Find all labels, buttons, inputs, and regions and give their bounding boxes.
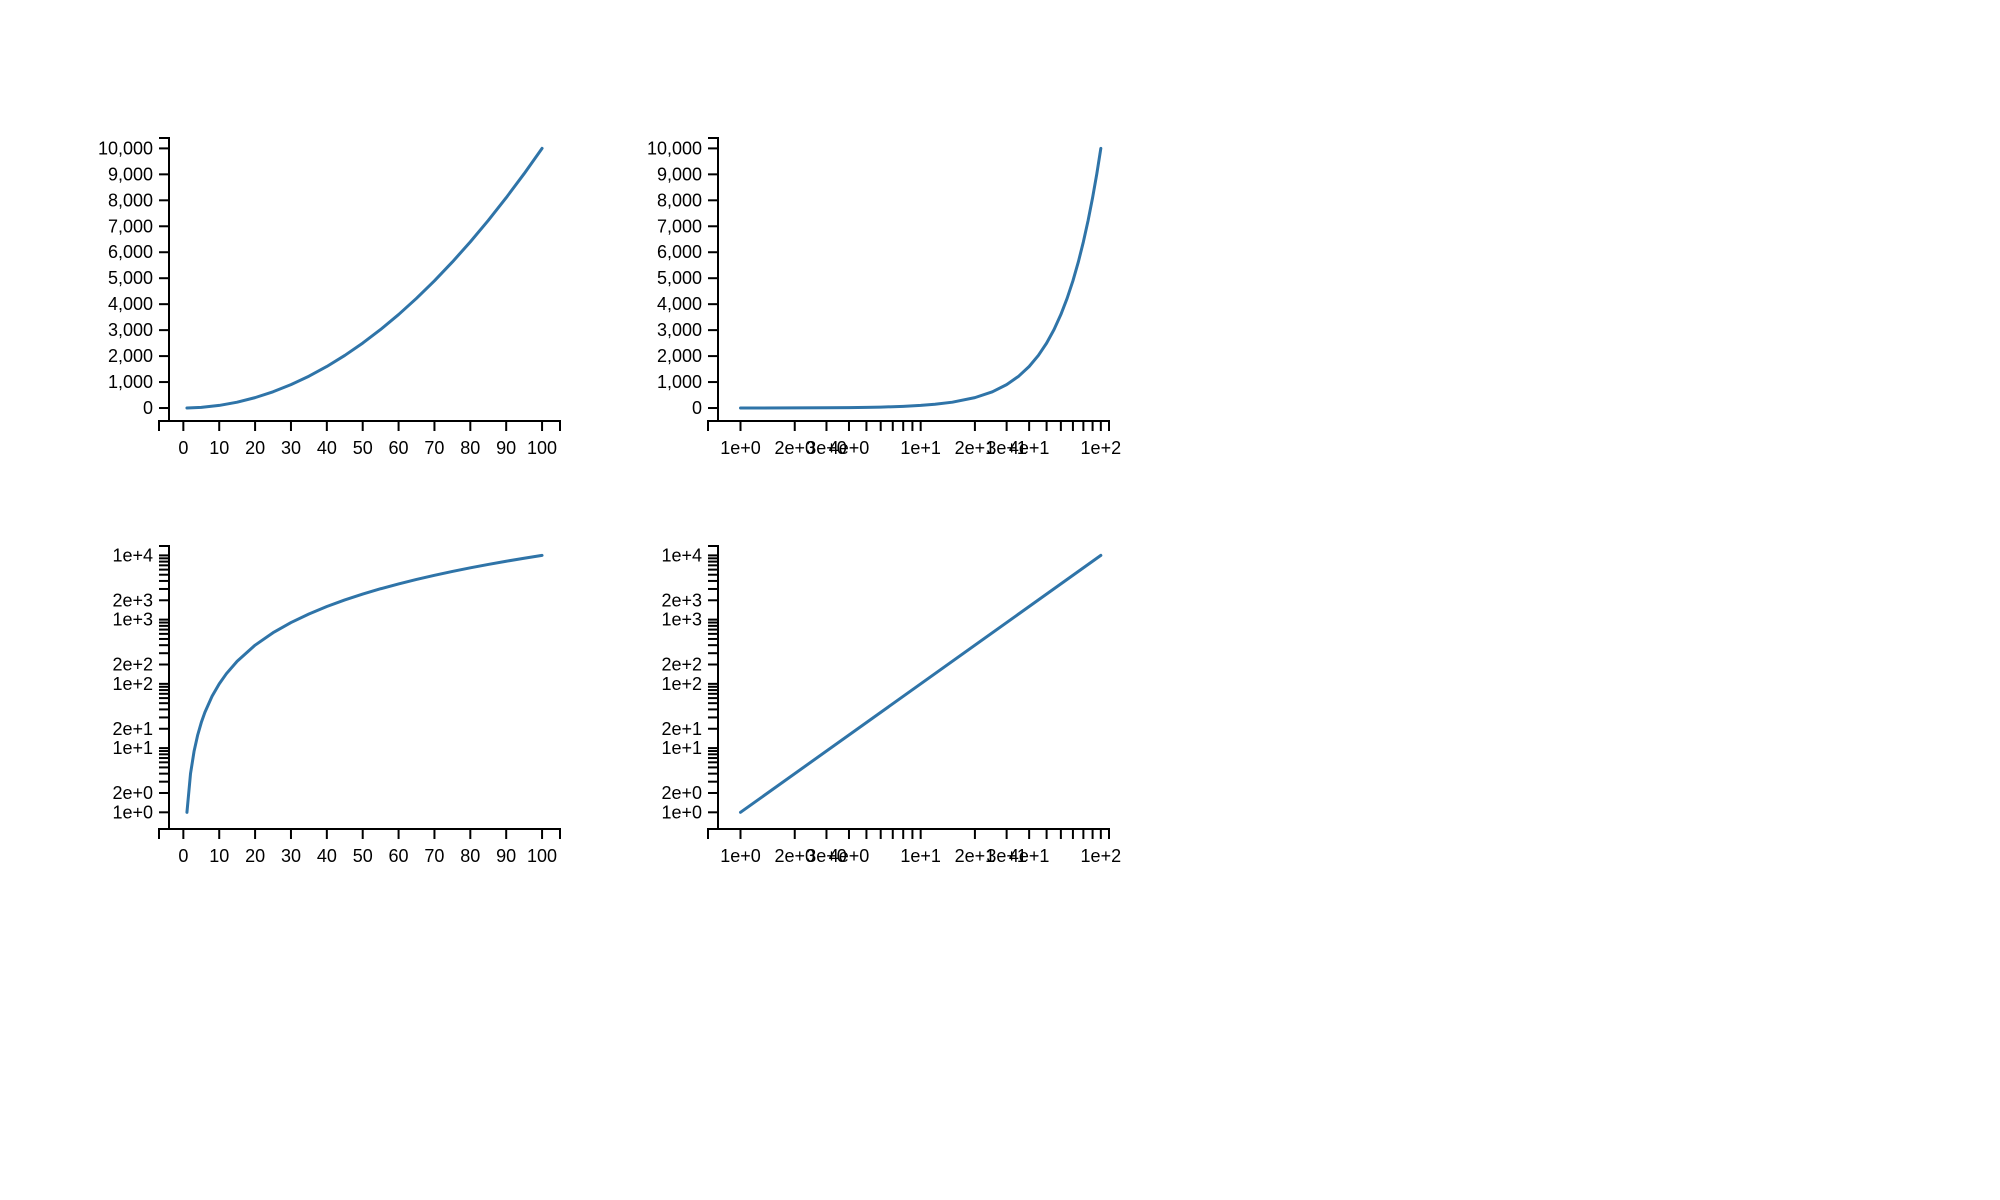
chart-2-y-tick-label: 6,000	[657, 242, 702, 262]
chart-1-y-tick-label: 7,000	[108, 216, 153, 236]
chart-1-y-tick-label: 5,000	[108, 268, 153, 288]
chart-4-y-tick-label: 1e+1	[661, 738, 702, 758]
chart-2-y-tick-label: 5,000	[657, 268, 702, 288]
chart-1-x-tick-label: 60	[389, 438, 409, 458]
chart-4-x-tick-label: 3e+1	[986, 846, 1027, 866]
chart-1-x-tick-label: 40	[317, 438, 337, 458]
chart-1-y-tick-label: 2,000	[108, 346, 153, 366]
chart-2-y-tick-label: 9,000	[657, 164, 702, 184]
chart-4-x-tick-label: 3e+0	[806, 846, 847, 866]
chart-1-y-tick-label: 9,000	[108, 164, 153, 184]
chart-4-y-tick-label: 2e+2	[661, 655, 702, 675]
chart-2-x-tick-label: 4e+0	[829, 438, 870, 458]
chart-linear-x-log-y: 0 10 20 30 40 50 60 70 80 90 100 1e+02e+0 1e+12e+1 1e…	[112, 545, 561, 866]
chart-1-y-tick-label: 8,000	[108, 190, 153, 210]
chart-3-x-tick-label: 50	[353, 846, 373, 866]
chart-1-y-tick-label: 6,000	[108, 242, 153, 262]
chart-4-y-tick-label: 1e+0	[661, 802, 702, 822]
chart-3-x-tick-label: 100	[527, 846, 557, 866]
chart-3-x-axis-line	[158, 828, 561, 839]
chart-1-x-tick-label: 70	[424, 438, 444, 458]
chart-1-x-tick-label: 90	[496, 438, 516, 458]
chart-4-x-tick-label: 4e+0	[829, 846, 870, 866]
chart-3-x-tick-label: 80	[460, 846, 480, 866]
chart-3-x-tick-label: 0	[178, 846, 188, 866]
chart-1-y-tick-label: 1,000	[108, 372, 153, 392]
chart-4-x-tick-label: 2e+1	[955, 846, 996, 866]
chart-2-y-tick-label: 10,000	[647, 138, 702, 158]
chart-4-y-tick-label: 2e+1	[661, 719, 702, 739]
chart-3-y-tick-label: 2e+2	[112, 655, 153, 675]
chart-3-series-line-1	[185, 553, 544, 814]
chart-2-y-tick-label: 0	[692, 398, 702, 418]
chart-log-log: 1e+0 2e+03e+04e+0 1e+1 2e+13e+14e+1 1e+21e+0…	[661, 545, 1121, 866]
chart-2-x-tick-label: 1e+1	[900, 438, 941, 458]
chart-1-x-tick-label: 50	[353, 438, 373, 458]
chart-4-x-tick-label: 1e+0	[720, 846, 761, 866]
chart-2-y-tick-label: 8,000	[657, 190, 702, 210]
chart-2-y-tick-label: 3,000	[657, 320, 702, 340]
chart-4-x-tick-label: 2e+0	[774, 846, 815, 866]
chart-4-x-tick-label: 1e+1	[900, 846, 941, 866]
chart-2-x-tick-label: 3e+1	[986, 438, 1027, 458]
chart-3-x-tick-label: 40	[317, 846, 337, 866]
chart-3-y-tick-label: 1e+4	[112, 545, 153, 565]
chart-4-y-tick-label: 1e+2	[661, 674, 702, 694]
chart-3-x-tick-label: 10	[209, 846, 229, 866]
chart-2-y-tick-label: 4,000	[657, 294, 702, 314]
chart-3-x-tick-label: 30	[281, 846, 301, 866]
chart-3-x-tick-label: 60	[389, 846, 409, 866]
chart-4-series-line-1	[739, 553, 1103, 814]
chart-2-x-tick-label: 4e+1	[1009, 438, 1050, 458]
chart-4-x-tick-label: 4e+1	[1009, 846, 1050, 866]
chart-2-x-tick-label: 1e+0	[720, 438, 761, 458]
chart-1-y-axis-line	[159, 137, 170, 422]
chart-4-x-axis-line	[707, 828, 1110, 839]
chart-4-y-tick-label: 2e+0	[661, 783, 702, 803]
chart-2-x-tick-label: 2e+1	[955, 438, 996, 458]
chart-3-y-tick-label: 1e+0	[112, 802, 153, 822]
chart-3-y-tick-label: 2e+3	[112, 590, 153, 610]
chart-linear-linear: 0 10 20 30 40 50 60 70 80 90 100 0 1,000 2,000 3,000 4,…	[98, 137, 561, 458]
chart-1-x-axis-line	[158, 420, 561, 431]
chart-3-x-tick-label: 70	[424, 846, 444, 866]
chart-3-y-tick-label: 1e+2	[112, 674, 153, 694]
chart-3-x-tick-label: 90	[496, 846, 516, 866]
chart-1-x-tick-label: 100	[527, 438, 557, 458]
chart-1-x-tick-label: 0	[178, 438, 188, 458]
chart-1-y-tick-label: 4,000	[108, 294, 153, 314]
chart-1-x-tick-label: 10	[209, 438, 229, 458]
chart-2-x-tick-label: 3e+0	[806, 438, 847, 458]
chart-3-y-tick-label: 1e+3	[112, 610, 153, 630]
chart-1-y-tick-label: 10,000	[98, 138, 153, 158]
chart-1-series-line-1	[185, 146, 544, 410]
chart-4-y-tick-label: 1e+3	[661, 610, 702, 630]
chart-2-series-line-1	[739, 146, 1103, 410]
chart-3-x-tick-label: 20	[245, 846, 265, 866]
chart-log-x-linear-y: 1e+0 2e+03e+04e+0 1e+1 2e+13e+14e+1 1e+2 0 1,0…	[647, 137, 1122, 458]
chart-1-y-tick-label: 0	[143, 398, 153, 418]
chart-1-x-tick-label: 20	[245, 438, 265, 458]
chart-2-y-axis-line	[708, 137, 719, 422]
chart-4-y-tick-label: 2e+3	[661, 590, 702, 610]
chart-1-x-tick-label: 80	[460, 438, 480, 458]
chart-4-y-tick-label: 1e+4	[661, 545, 702, 565]
chart-2-y-tick-label: 1,000	[657, 372, 702, 392]
chart-4-x-tick-label: 1e+2	[1081, 846, 1122, 866]
chart-1-y-tick-label: 3,000	[108, 320, 153, 340]
chart-2-x-tick-label: 1e+2	[1081, 438, 1122, 458]
chart-2-y-tick-label: 2,000	[657, 346, 702, 366]
chart-2-x-tick-label: 2e+0	[774, 438, 815, 458]
chart-3-y-tick-label: 2e+0	[112, 783, 153, 803]
chart-2-x-axis-line	[707, 420, 1110, 431]
chart-2-y-tick-label: 7,000	[657, 216, 702, 236]
chart-3-y-tick-label: 1e+1	[112, 738, 153, 758]
chart-1-x-tick-label: 30	[281, 438, 301, 458]
chart-3-y-tick-label: 2e+1	[112, 719, 153, 739]
